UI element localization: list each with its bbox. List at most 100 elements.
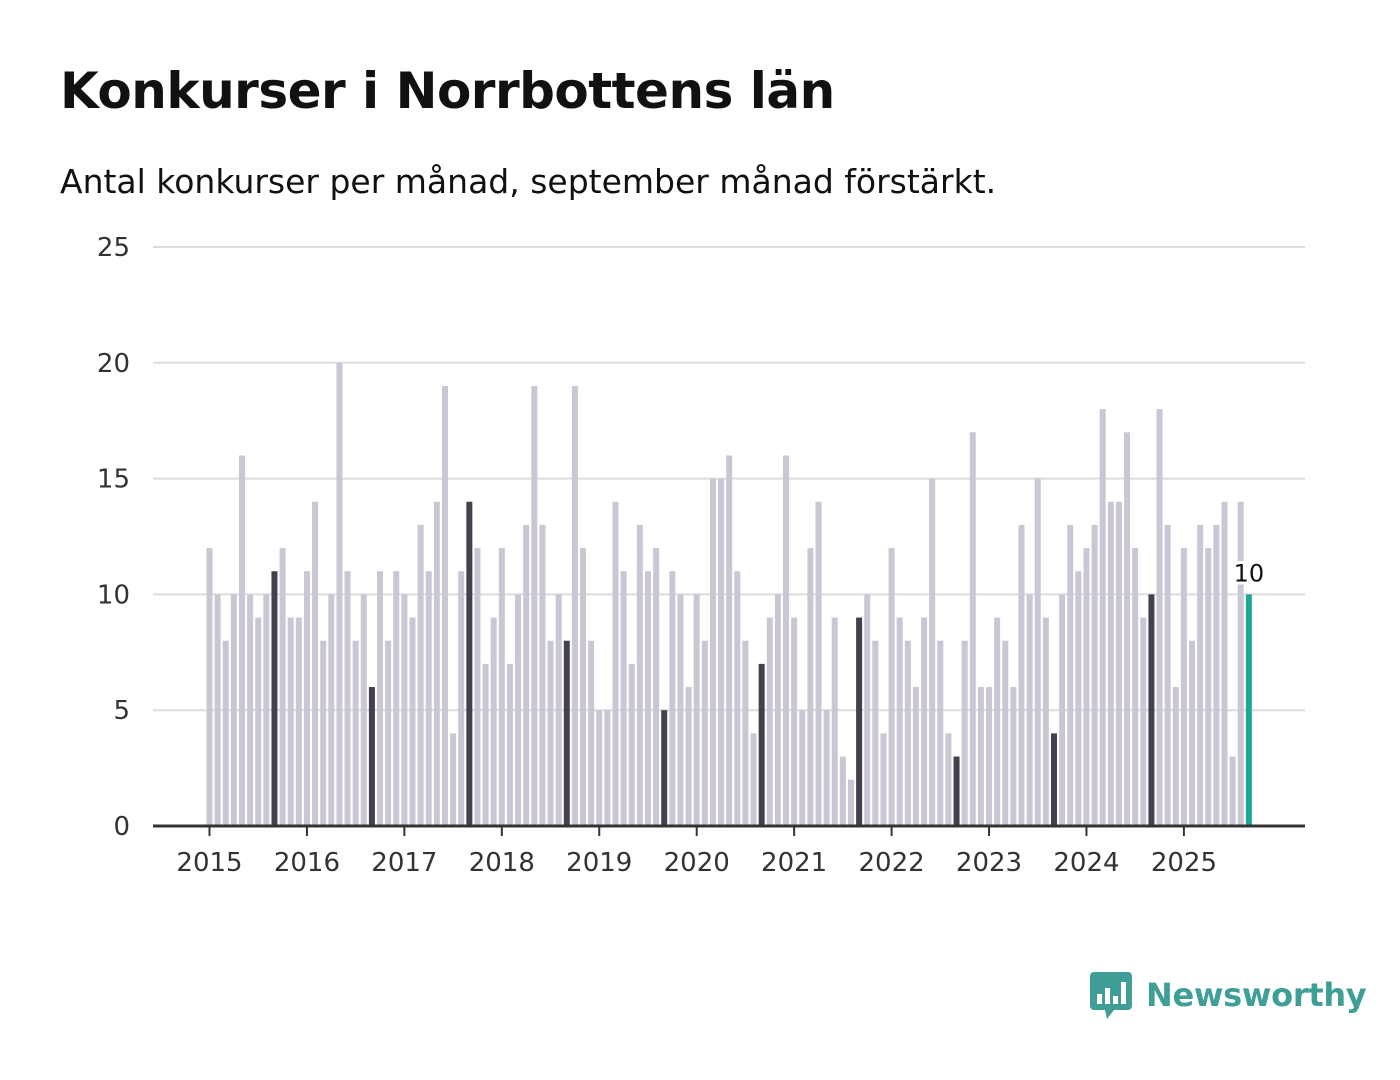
bar-latest <box>1245 594 1252 826</box>
bar <box>1189 640 1196 826</box>
bar <box>1124 432 1131 826</box>
bar <box>222 640 229 826</box>
bar <box>669 571 676 826</box>
x-tick-label: 2016 <box>274 848 340 878</box>
bar <box>287 617 294 826</box>
y-tick-label: 20 <box>97 349 130 379</box>
bar <box>880 733 887 826</box>
bar <box>685 687 692 826</box>
bar <box>1002 640 1009 826</box>
bar <box>750 733 757 826</box>
bar <box>409 617 416 826</box>
bar <box>783 455 790 826</box>
bar-september <box>1050 733 1057 826</box>
bar <box>994 617 1001 826</box>
bar <box>1026 594 1033 826</box>
x-tick-label: 2025 <box>1151 848 1217 878</box>
y-tick-label: 0 <box>113 812 130 842</box>
bar-september <box>563 640 570 826</box>
bar <box>263 594 270 826</box>
y-tick-label: 15 <box>97 465 130 495</box>
bar <box>328 594 335 826</box>
bar <box>490 617 497 826</box>
bar <box>742 640 749 826</box>
bar <box>547 640 554 826</box>
bar <box>969 432 976 826</box>
bar <box>206 548 213 826</box>
bar <box>693 594 700 826</box>
bar <box>1172 687 1179 826</box>
bar <box>1010 687 1017 826</box>
bar <box>1229 756 1236 826</box>
bar <box>904 640 911 826</box>
bar <box>644 571 651 826</box>
bar <box>872 640 879 826</box>
bar <box>1099 409 1106 826</box>
bar <box>815 501 822 826</box>
bar <box>612 501 619 826</box>
bar <box>734 571 741 826</box>
bar <box>1034 478 1041 826</box>
bar-september <box>856 617 863 826</box>
bar <box>238 455 245 826</box>
bar <box>295 617 302 826</box>
bar <box>921 617 928 826</box>
bar <box>336 362 343 826</box>
bar <box>1213 524 1220 826</box>
bar <box>247 594 254 826</box>
bar <box>441 385 448 826</box>
bar <box>896 617 903 826</box>
bar <box>888 548 895 826</box>
x-tick-label: 2019 <box>566 848 632 878</box>
bar <box>1115 501 1122 826</box>
bar <box>352 640 359 826</box>
bar <box>636 524 643 826</box>
bar <box>279 548 286 826</box>
bar <box>571 385 578 826</box>
bar <box>425 571 432 826</box>
x-tick-label: 2024 <box>1053 848 1119 878</box>
x-tick-label: 2015 <box>176 848 242 878</box>
chart-subtitle: Antal konkurser per månad, september mån… <box>60 162 997 201</box>
bar <box>961 640 968 826</box>
bar <box>831 617 838 826</box>
bar <box>255 617 262 826</box>
bar <box>580 548 587 826</box>
bar-september <box>368 687 375 826</box>
brand-name: Newsworthy <box>1146 976 1367 1014</box>
bar <box>807 548 814 826</box>
bar <box>1067 524 1074 826</box>
bar <box>1042 617 1049 826</box>
bar <box>823 710 830 826</box>
bar <box>377 571 384 826</box>
bar-september <box>271 571 278 826</box>
bar <box>1221 501 1228 826</box>
bar <box>498 548 505 826</box>
bar <box>214 594 221 826</box>
bar <box>864 594 871 826</box>
bar <box>230 594 237 826</box>
bar <box>1140 617 1147 826</box>
bar <box>1059 594 1066 826</box>
bar <box>312 501 319 826</box>
bar <box>539 524 546 826</box>
bar <box>774 594 781 826</box>
bar <box>433 501 440 826</box>
bar <box>766 617 773 826</box>
bar <box>401 594 408 826</box>
bar <box>1107 501 1114 826</box>
bar <box>1132 548 1139 826</box>
bar <box>945 733 952 826</box>
bar <box>393 571 400 826</box>
bar <box>677 594 684 826</box>
bar <box>628 663 635 826</box>
x-tick-label: 2020 <box>664 848 730 878</box>
bar-september <box>661 710 668 826</box>
bar <box>653 548 660 826</box>
bar <box>531 385 538 826</box>
bar <box>620 571 627 826</box>
bar <box>718 478 725 826</box>
chart-title: Konkurser i Norrbottens län <box>60 62 835 120</box>
brand-logo[interactable]: Newsworthy <box>1090 970 1367 1020</box>
bar <box>1083 548 1090 826</box>
